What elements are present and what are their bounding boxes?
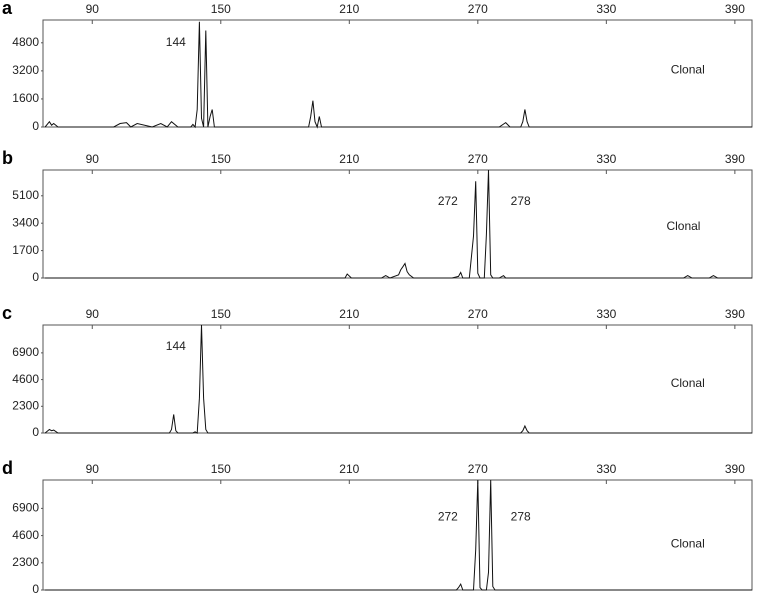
panel: b 90 150 210 270 330 390 0 1700 3400 5100 272 278 Clo… (2, 148, 753, 284)
trace-line (44, 21, 752, 129)
x-tick-label: 330 (596, 2, 616, 16)
annotation: 272 (438, 194, 458, 208)
panel-letter: d (2, 458, 13, 478)
panel-letter: c (2, 303, 12, 323)
y-tick-label: 6900 (12, 501, 39, 515)
annotation: Clonal (671, 63, 705, 77)
annotation: Clonal (671, 376, 705, 390)
x-tick-label: 150 (211, 152, 231, 166)
x-tick-label: 90 (86, 462, 100, 476)
y-tick-label: 3200 (12, 63, 39, 77)
y-tick-label: 2300 (12, 555, 39, 569)
annotation: 278 (511, 194, 531, 208)
annotation: 144 (166, 35, 186, 49)
y-tick-label: 0 (32, 582, 39, 596)
panel-letter: a (2, 0, 13, 18)
y-tick-label: 0 (32, 270, 39, 284)
y-tick-label: 6900 (12, 345, 39, 359)
annotation: 144 (166, 339, 186, 353)
x-tick-label: 90 (86, 2, 100, 16)
panel-letter: b (2, 148, 13, 168)
x-tick-label: 390 (725, 2, 745, 16)
trace-line (44, 324, 752, 434)
x-tick-label: 210 (339, 152, 359, 166)
x-tick-label: 210 (339, 307, 359, 321)
x-tick-label: 330 (596, 307, 616, 321)
plot-frame (42, 479, 753, 591)
y-tick-label: 2300 (12, 398, 39, 412)
plot-frame (42, 324, 753, 434)
y-tick-label: 4600 (12, 372, 39, 386)
x-tick-label: 390 (725, 307, 745, 321)
y-tick-label: 1700 (12, 243, 39, 257)
x-tick-label: 150 (211, 307, 231, 321)
annotation: Clonal (666, 219, 700, 233)
x-tick-label: 90 (86, 307, 100, 321)
annotation: Clonal (671, 536, 705, 550)
x-tick-label: 390 (725, 152, 745, 166)
x-tick-label: 270 (468, 307, 488, 321)
x-tick-label: 210 (339, 2, 359, 16)
x-tick-label: 330 (596, 462, 616, 476)
y-tick-label: 4600 (12, 528, 39, 542)
plot-frame (42, 169, 753, 279)
panel: d 90 150 210 270 330 390 0 2300 4600 6900 272 278 Clo… (2, 458, 753, 596)
panel: a 90 150 210 270 330 390 0 1600 3200 4800 144 Clonal (2, 0, 753, 133)
x-tick-label: 150 (211, 462, 231, 476)
trace-line (45, 169, 752, 279)
annotation: 278 (511, 510, 531, 524)
x-tick-label: 270 (468, 462, 488, 476)
plot-frame (42, 19, 753, 128)
panel: c 90 150 210 270 330 390 0 2300 4600 6900 144 Clonal (2, 303, 753, 439)
annotation: 272 (438, 510, 458, 524)
x-tick-label: 210 (339, 462, 359, 476)
x-tick-label: 330 (596, 152, 616, 166)
x-tick-label: 270 (468, 2, 488, 16)
x-tick-label: 150 (211, 2, 231, 16)
x-tick-label: 90 (86, 152, 100, 166)
x-tick-label: 390 (725, 462, 745, 476)
trace-line (45, 479, 752, 591)
y-tick-label: 3400 (12, 215, 39, 229)
x-tick-label: 270 (468, 152, 488, 166)
y-tick-label: 1600 (12, 91, 39, 105)
y-tick-label: 0 (32, 119, 39, 133)
y-tick-label: 5100 (12, 188, 39, 202)
y-tick-label: 0 (32, 425, 39, 439)
y-tick-label: 4800 (12, 35, 39, 49)
